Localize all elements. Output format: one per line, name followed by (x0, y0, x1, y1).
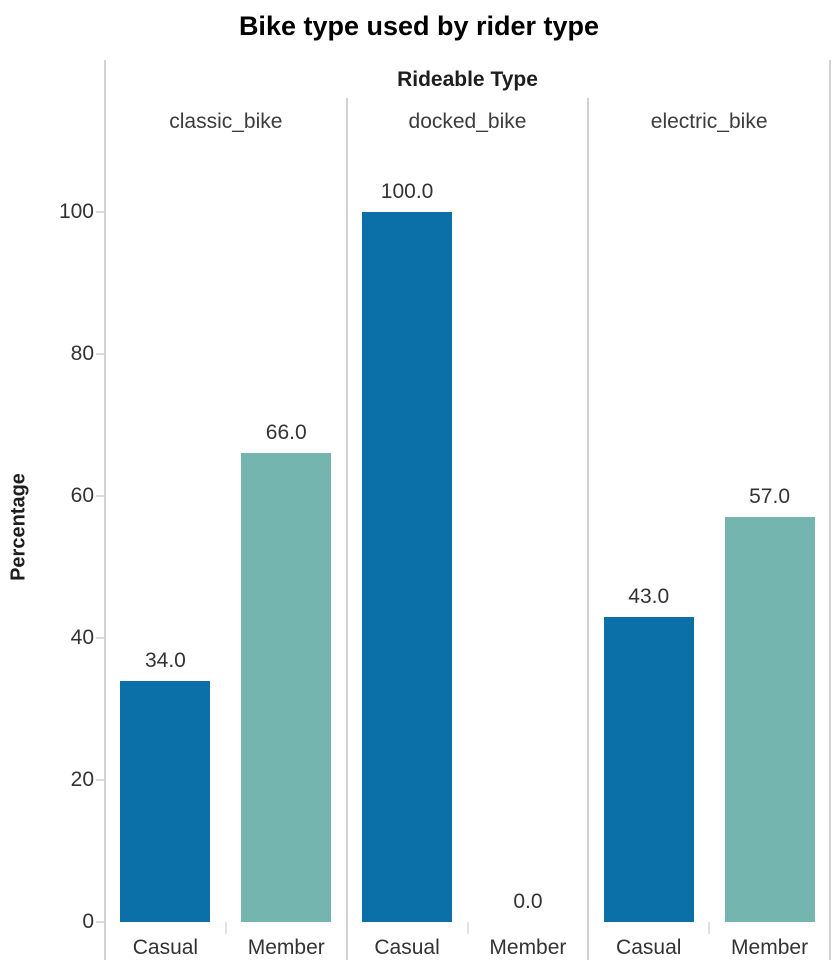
category-tick-mark (708, 922, 711, 934)
y-tick-mark (96, 779, 104, 781)
y-axis-line (104, 60, 106, 960)
y-tick-label: 20 (70, 768, 94, 791)
y-tick-mark (96, 495, 104, 497)
bar-value-label: 66.0 (265, 421, 307, 445)
category-tick-mark (224, 922, 227, 934)
y-tick-mark (96, 353, 104, 355)
bar-value-label: 34.0 (144, 648, 186, 672)
facet-label: docked_bike (408, 110, 527, 133)
x-category-label: Casual (374, 936, 440, 959)
facet-axis-title: Rideable Type (397, 68, 538, 91)
facet-label: classic_bike (169, 110, 283, 133)
y-tick-label: 0 (82, 910, 94, 933)
facet-divider (587, 98, 590, 960)
bar-value-label: 100.0 (380, 180, 434, 203)
y-tick-label: 60 (70, 484, 94, 507)
x-category-label: Casual (132, 936, 199, 959)
bar-value-label: 0.0 (513, 890, 543, 913)
facet-divider (345, 98, 348, 960)
y-tick-mark (96, 637, 104, 639)
bar-value-label: 43.0 (628, 584, 670, 608)
y-tick-mark (96, 921, 104, 923)
bar-electric_bike-casual[interactable] (603, 616, 694, 922)
y-tick-label: 40 (70, 626, 94, 649)
facet-label: electric_bike (650, 110, 768, 133)
x-category-label: Casual (616, 936, 682, 959)
bar-classic_bike-casual[interactable] (120, 680, 211, 922)
chart-title: Bike type used by rider type (238, 11, 600, 41)
y-tick-label: 100 (58, 200, 94, 223)
plot-right-border (829, 60, 831, 960)
y-tick-label: 80 (70, 342, 94, 365)
y-tick-mark (96, 211, 104, 213)
bar-value-label: 57.0 (749, 485, 790, 509)
x-category-label: Member (489, 936, 567, 959)
x-category-label: Member (731, 936, 809, 959)
x-category-label: Member (247, 936, 325, 959)
bar-docked_bike-casual[interactable] (362, 212, 453, 922)
category-tick-mark (466, 922, 469, 934)
bar-electric_bike-member[interactable] (724, 517, 815, 922)
bar-classic_bike-member[interactable] (241, 453, 332, 922)
